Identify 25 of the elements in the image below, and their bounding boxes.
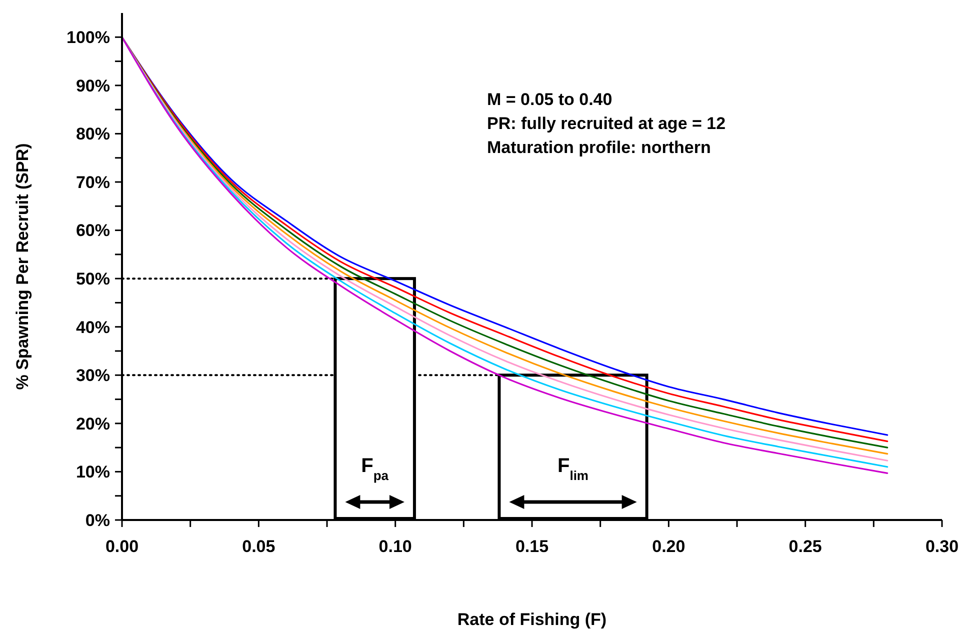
y-tick-label: 50% <box>76 270 110 289</box>
x-tick-label: 0.10 <box>378 537 412 556</box>
y-tick-label: 20% <box>76 414 110 434</box>
y-tick-label: 100% <box>66 28 110 48</box>
x-tick-label: 0.30 <box>925 537 959 556</box>
y-tick-label: 30% <box>76 366 110 386</box>
x-tick-label: 0.15 <box>515 537 549 556</box>
y-tick-label: 90% <box>76 76 110 96</box>
y-tick-label: 80% <box>76 124 110 144</box>
annotation: Maturation profile: northern <box>487 138 711 157</box>
y-tick-label: 70% <box>76 172 110 192</box>
y-axis-title: % Spawning Per Recruit (SPR) <box>13 143 32 390</box>
x-axis-title: Rate of Fishing (F) <box>457 610 607 629</box>
x-tick-label: 0.00 <box>105 537 139 556</box>
y-tick-label: 0% <box>85 510 110 530</box>
annotation: PR: fully recruited at age = 12 <box>487 114 726 133</box>
y-tick-label: 40% <box>76 318 110 337</box>
band-label: F$_{lim}$ <box>557 455 589 482</box>
annotation: M = 0.05 to 0.40 <box>487 90 612 109</box>
y-tick-label: 60% <box>76 221 110 240</box>
x-tick-label: 0.25 <box>788 537 822 556</box>
x-tick-label: 0.05 <box>242 537 276 556</box>
x-tick-label: 0.20 <box>652 537 686 556</box>
band-label: F$_{pa}$ <box>361 455 390 482</box>
y-tick-label: 10% <box>76 462 110 482</box>
